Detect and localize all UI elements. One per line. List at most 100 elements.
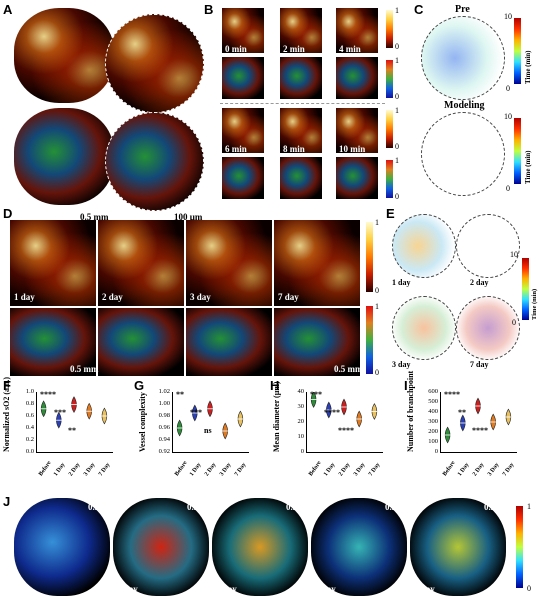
panel-label-E: E (386, 206, 395, 221)
panel-e-traj-2 (456, 214, 520, 278)
panel-c-cb-title-2: Time (min) (524, 150, 532, 184)
panel-c-colorbar-2 (514, 118, 521, 184)
panel-b-cb-max-2: 1 (395, 56, 399, 65)
panel-a-pre-label: Pre (16, 96, 30, 106)
chart-H-significance: **** (338, 426, 354, 435)
panel-a-so2-image (14, 108, 114, 205)
panel-j-cb-max: 1 (527, 502, 531, 511)
chart-G-category: Before (173, 460, 189, 478)
panel-a-hb-image (14, 8, 114, 103)
panel-e-day-1: 1 day (392, 278, 411, 287)
panel-b-time-0: 0 min (225, 44, 247, 54)
panel-d-so2-7 (274, 308, 360, 376)
panel-c-cb-min-1: 0 (506, 84, 510, 93)
panel-e-cb-title: Time (min) (531, 288, 538, 320)
chart-H-category: 3 Day (353, 461, 367, 478)
chart-F-ylabel: Normalized sO2 (a.u.) (2, 376, 11, 452)
panel-j-scale-3: 0.5 mm (385, 502, 414, 512)
chart-H-ytick: 10 (297, 433, 305, 440)
panel-d-hb-7 (274, 220, 360, 306)
chart-G-ytick: 0.98 (158, 412, 170, 419)
chart-G-category: 1 Day (188, 461, 203, 478)
panel-d-hb-2 (98, 220, 184, 306)
panel-a-scalebar-1 (86, 211, 108, 213)
panel-j-label-1: 1 day (117, 584, 138, 594)
panel-d-cb-max-2: 1 (375, 302, 379, 311)
panel-b-cb-min-2: 0 (395, 92, 399, 101)
panel-j-img-1 (113, 498, 209, 596)
panel-c-pre-title: Pre (455, 4, 470, 15)
panel-d-so2-2 (98, 308, 184, 376)
panel-e-colorbar (522, 258, 529, 320)
panel-e-cb-min: 0 (512, 318, 516, 327)
panel-d-day-3: 3 day (190, 292, 211, 302)
panel-label-A: A (3, 2, 13, 17)
chart-F-significance: **** (40, 390, 56, 399)
panel-b-so2-colorbar-2 (386, 160, 393, 198)
panel-a-scale-label-1: 0.5 mm (80, 212, 109, 222)
chart-G-category: 7 Day (234, 461, 248, 478)
chart-I-significance: **** (472, 426, 488, 435)
chart-G-significance: ns (204, 426, 212, 435)
panel-a-scale-label-2: 100 μm (174, 212, 203, 222)
chart-F-ytick: 0.8 (25, 400, 34, 407)
chart-I-ytick: 0 (434, 448, 438, 455)
chart-F-category: 3 Day (83, 461, 97, 478)
panel-b-hb-4 (336, 8, 378, 53)
panel-c-modeling-title: Modeling (444, 100, 485, 111)
panel-j-scale-1: 0.5 mm (187, 502, 216, 512)
panel-e-day-2: 2 day (470, 278, 489, 287)
chart-G-significance: *** (190, 408, 202, 417)
chart-H-ylabel: Mean diameter (μm) (272, 381, 281, 452)
panel-b-divider (220, 103, 385, 104)
chart-I-ylabel: Number of branchpoint (406, 370, 415, 452)
panel-d-so2-1 (10, 308, 96, 376)
panel-d-cb-max-1: 1 (375, 218, 379, 227)
chart-H-svg (310, 392, 378, 428)
panel-j-label-2: 2 day (216, 584, 237, 594)
panel-a-scalebar-2 (150, 211, 172, 213)
chart-H-ytick: 0 (300, 448, 304, 455)
chart-I-ytick: 400 (428, 408, 438, 415)
chart-F-ytick: 0.6 (25, 412, 34, 419)
panel-e-traj-7 (456, 296, 520, 360)
panel-b-time-10: 10 min (339, 144, 366, 154)
panel-b-time-8: 8 min (283, 144, 305, 154)
chart-G-category: 3 Day (219, 461, 233, 478)
panel-b-cb-min-4: 0 (395, 192, 399, 201)
chart-G-ytick: 1.00 (158, 400, 170, 407)
panel-b-cb-max-3: 1 (395, 106, 399, 115)
panel-b-so2-2 (280, 57, 322, 99)
chart-F-category: Before (37, 460, 53, 478)
chart-F-category: 1 Day (52, 461, 67, 478)
panel-b-so2-0 (222, 57, 264, 99)
chart-I-category: 2 Day (472, 461, 486, 478)
chart-H-category: 1 Day (322, 461, 337, 478)
panel-d-hb-1 (10, 220, 96, 306)
chart-H-significance: **** (324, 408, 340, 417)
panel-b-hb-0 (222, 8, 264, 53)
panel-d-day-7: 7 day (278, 292, 299, 302)
panel-d-cb-min-1: 0 (375, 286, 379, 295)
chart-H-significance: *** (310, 390, 322, 399)
chart-F-significance: ** (68, 426, 76, 435)
chart-I-category: Before (441, 460, 457, 478)
chart-I-ytick: 300 (428, 418, 438, 425)
chart-H-ytick: 40 (297, 388, 305, 395)
panel-b-cb-min-1: 0 (395, 42, 399, 51)
panel-j-scale-2: 0.5 mm (286, 502, 315, 512)
panel-d-cb-min-2: 0 (375, 368, 379, 377)
panel-e-cb-max: 10 (510, 250, 518, 259)
panel-label-C: C (414, 2, 424, 17)
panel-b-time-6: 6 min (225, 144, 247, 154)
chart-H-category: 7 Day (368, 461, 382, 478)
panel-d-scale-1: 0.5 mm (70, 364, 99, 374)
panel-b-hb-colorbar-2 (386, 110, 393, 148)
panel-b-so2-6 (222, 157, 264, 199)
chart-F-axes (36, 392, 113, 453)
panel-b-so2-8 (280, 157, 322, 199)
panel-c-colorbar-1 (514, 18, 521, 84)
panel-label-F: F (3, 378, 11, 393)
panel-b-hb-colorbar (386, 10, 393, 48)
chart-F-ytick: 1.0 (25, 388, 34, 395)
